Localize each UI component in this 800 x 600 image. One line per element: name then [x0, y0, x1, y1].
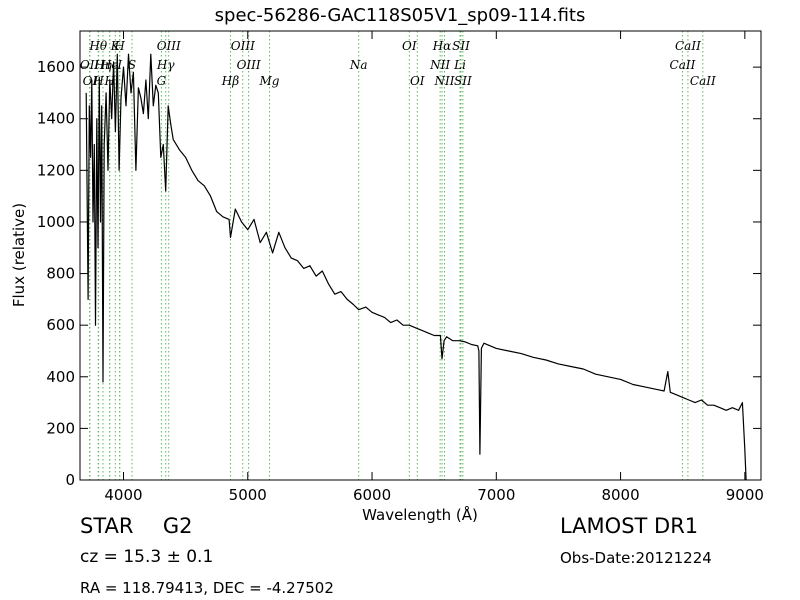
object-class-line: STAR G2 [80, 514, 193, 538]
x-tick-label-5: 9000 [726, 486, 764, 504]
x-axis-label: Wavelength (Å) [362, 505, 478, 524]
line-label-second-5: Hγ [156, 58, 175, 72]
plot-area-frame [79, 30, 762, 481]
line-label-second-6: OIII [237, 58, 261, 72]
y-tick-label-6: 1200 [37, 161, 75, 179]
x-tick-label-2: 6000 [353, 486, 391, 504]
line-label-second-8: NII [429, 58, 450, 72]
line-label-third-5: Mg [259, 74, 280, 88]
emission-line-markers [89, 31, 704, 480]
y-tick-label-4: 800 [46, 265, 75, 283]
line-label-third-4: Hβ [221, 74, 239, 88]
line-label-top-3: OIII [157, 39, 181, 53]
line-label-third-8: SII [454, 74, 472, 88]
y-tick-label-2: 400 [46, 368, 75, 386]
object-subclass: G2 [162, 514, 193, 538]
y-axis-label: Flux (relative) [10, 203, 28, 307]
line-label-third-7: NII [433, 74, 454, 88]
x-tick-label-4: 8000 [601, 486, 639, 504]
y-tick-label-1: 200 [46, 419, 75, 437]
line-label-third-0: OI [83, 74, 98, 88]
line-label-top-0: Hθ [88, 39, 107, 53]
line-label-second-1: Hη [93, 58, 112, 72]
y-tick-label-7: 1400 [37, 110, 75, 128]
line-label-third-6: OI [410, 74, 425, 88]
line-label-second-10: CaII [670, 58, 696, 72]
line-label-top-5: OI [402, 39, 417, 53]
coordinates-text: RA = 118.79413, DEC = -4.27502 [80, 579, 334, 597]
line-label-third-1: H [92, 74, 104, 88]
y-tick-label-3: 600 [46, 316, 75, 334]
x-tick-label-0: 4000 [104, 486, 142, 504]
x-tick-label-1: 5000 [229, 486, 267, 504]
redshift-text: cz = 15.3 ± 0.1 [80, 547, 214, 567]
line-label-top-1: K [110, 39, 121, 53]
line-label-second-7: Na [349, 58, 368, 72]
line-label-second-4: S [128, 58, 136, 72]
line-label-second-3: I [116, 58, 122, 72]
chart-title: spec-56286-GAC118S05V1_sp09-114.fits [214, 5, 586, 26]
observation-date: Obs-Date:20121224 [560, 549, 712, 567]
y-tick-label-0: 0 [65, 471, 75, 489]
object-class: STAR [80, 514, 134, 538]
line-label-third-3: G [157, 74, 167, 88]
line-label-top-7: SII [452, 39, 470, 53]
line-label-second-0: OII [80, 58, 100, 72]
survey-name: LAMOST DR1 [560, 514, 699, 538]
axis-ticks: 4000 5000 6000 7000 8000 9000 0 200 400 600 800 100… [37, 31, 764, 504]
y-tick-label-8: 1600 [37, 58, 75, 76]
spectrum-flux-line [85, 53, 747, 481]
x-tick-label-3: 7000 [477, 486, 515, 504]
y-tick-label-5: 1000 [37, 213, 75, 231]
line-label-third-9: CaII [690, 74, 716, 88]
line-label-top-6: Hα [432, 39, 452, 53]
line-label-second-2: He [100, 58, 119, 72]
line-label-second-9: Li [453, 58, 466, 72]
line-label-top-2: H [113, 39, 125, 53]
line-label-top-8: CaII [675, 39, 701, 53]
line-label-top-4: OIII [231, 39, 255, 53]
